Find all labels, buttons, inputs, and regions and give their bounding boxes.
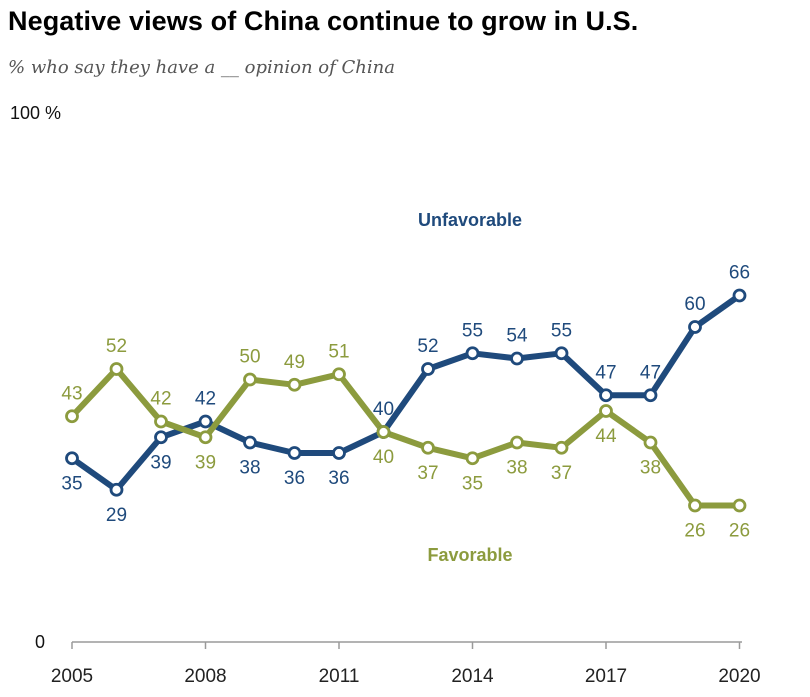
x-tick-label-2014: 2014 <box>451 666 494 687</box>
favorable-data-label-2013: 37 <box>417 463 438 484</box>
unfavorable-data-label-2018: 47 <box>640 362 661 383</box>
favorable-data-label-2012: 40 <box>373 447 394 468</box>
favorable-marker-2006 <box>109 362 124 376</box>
favorable-data-label-2005: 43 <box>61 383 82 404</box>
unfavorable-data-label-2020: 66 <box>729 263 750 284</box>
favorable-data-label-2017: 44 <box>595 426 617 447</box>
favorable-marker-2018 <box>643 435 658 450</box>
unfavorable-data-label-2015: 54 <box>506 326 528 347</box>
chart-title: Negative views of China continue to grow… <box>8 6 639 36</box>
favorable-data-label-2010: 49 <box>284 352 305 373</box>
unfavorable-marker-2017 <box>599 388 613 403</box>
unfavorable-marker-2009 <box>243 435 257 450</box>
favorable-data-label-2007: 42 <box>150 389 171 410</box>
favorable-data-label-2015: 38 <box>506 458 527 479</box>
unfavorable-data-label-2009: 38 <box>239 458 260 479</box>
unfavorable-series-label: Unfavorable <box>418 210 522 230</box>
favorable-marker-2009 <box>243 372 257 387</box>
favorable-marker-2010 <box>287 377 302 392</box>
favorable-marker-2011 <box>332 367 346 382</box>
favorable-data-label-2016: 37 <box>551 463 572 484</box>
unfavorable-data-label-2005: 35 <box>61 473 82 494</box>
unfavorable-marker-2008 <box>198 414 213 429</box>
x-tick-label-2005: 2005 <box>51 666 93 687</box>
unfavorable-marker-2015 <box>510 351 524 366</box>
favorable-data-label-2011: 51 <box>328 341 349 362</box>
unfavorable-marker-2005 <box>65 451 79 466</box>
favorable-marker-2008 <box>198 430 213 445</box>
x-tick-label-2017: 2017 <box>585 666 627 687</box>
x-tick-label-2011: 2011 <box>319 666 360 687</box>
unfavorable-data-label-2012: 40 <box>373 399 394 420</box>
x-tick-label-2020: 2020 <box>718 666 760 687</box>
unfavorable-marker-2010 <box>287 446 302 460</box>
unfavorable-marker-2016 <box>554 346 569 361</box>
favorable-marker-2005 <box>65 409 79 424</box>
unfavorable-data-label-2010: 36 <box>284 468 305 489</box>
favorable-marker-2017 <box>599 404 613 418</box>
favorable-marker-2019 <box>688 498 702 513</box>
favorable-marker-2012 <box>376 425 391 439</box>
unfavorable-data-label-2019: 60 <box>684 294 705 315</box>
unfavorable-marker-2006 <box>109 482 124 497</box>
unfavorable-marker-2019 <box>688 320 702 334</box>
favorable-data-label-2019: 26 <box>684 521 705 542</box>
unfavorable-data-label-2008: 42 <box>195 389 216 410</box>
favorable-marker-2016 <box>554 440 569 455</box>
favorable-data-label-2018: 38 <box>640 458 661 479</box>
unfavorable-data-label-2013: 52 <box>417 336 438 357</box>
y-tick-label-zero: 0 <box>35 632 45 652</box>
unfavorable-data-label-2011: 36 <box>328 468 349 489</box>
unfavorable-data-label-2014: 55 <box>462 320 483 341</box>
unfavorable-marker-2020 <box>732 288 747 303</box>
favorable-line <box>69 366 743 509</box>
unfavorable-marker-2007 <box>154 430 168 445</box>
favorable-marker-2013 <box>421 440 435 455</box>
unfavorable-marker-2014 <box>465 346 480 361</box>
x-tick-label-2008: 2008 <box>184 666 226 687</box>
favorable-marker-2020 <box>732 498 747 513</box>
unfavorable-data-label-2007: 39 <box>150 452 171 473</box>
favorable-data-label-2020: 26 <box>729 521 750 542</box>
y-tick-label-top: 100 % <box>10 103 61 123</box>
favorable-data-label-2014: 35 <box>462 473 483 494</box>
unfavorable-marker-2013 <box>421 362 435 376</box>
favorable-data-label-2006: 52 <box>106 336 127 357</box>
favorable-data-label-2009: 50 <box>239 347 260 368</box>
unfavorable-marker-2011 <box>332 446 346 460</box>
favorable-marker-2014 <box>465 451 480 466</box>
favorable-series-label: Favorable <box>427 545 512 565</box>
favorable-marker-2007 <box>154 414 168 429</box>
unfavorable-data-label-2017: 47 <box>595 362 616 383</box>
unfavorable-marker-2018 <box>643 388 658 403</box>
chart-subtitle: % who say they have a __ opinion of Chin… <box>8 57 395 78</box>
favorable-marker-2015 <box>510 435 524 450</box>
unfavorable-data-label-2006: 29 <box>106 505 127 526</box>
favorable-data-label-2008: 39 <box>195 452 216 473</box>
unfavorable-data-label-2016: 55 <box>551 320 572 341</box>
